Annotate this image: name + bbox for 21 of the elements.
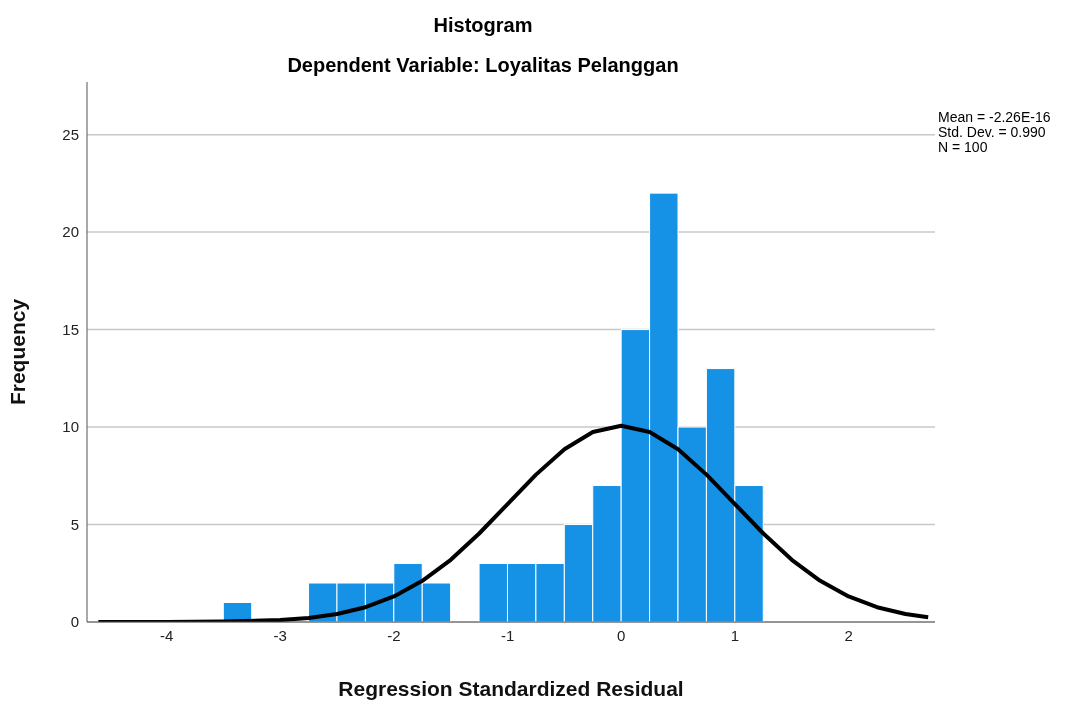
chart-subtitle: Dependent Variable: Loyalitas Pelanggan <box>286 54 680 77</box>
y-tick-label: 10 <box>62 418 79 436</box>
line-series <box>96 423 931 622</box>
x-tick-label: -3 <box>273 626 287 644</box>
chart-title: Histogram <box>432 14 534 37</box>
text: Mean = -2.26E-16 <box>938 109 1051 125</box>
text: N = 100 <box>938 139 989 155</box>
y-axis-title: Frequency <box>6 298 30 406</box>
y-tick-label: 5 <box>70 515 79 533</box>
y-tick-label: 15 <box>62 320 79 338</box>
x-tick-label: -2 <box>387 626 401 644</box>
y-tick-label: 0 <box>70 613 79 631</box>
x-tick-label: 0 <box>617 626 626 644</box>
x-tick-label: -1 <box>500 626 515 644</box>
x-tick-label: -4 <box>159 626 174 644</box>
y-tick-label: 20 <box>62 223 79 241</box>
y-tick-label: 25 <box>62 125 79 143</box>
x-axis-title: Regression Standardized Residual <box>338 677 684 700</box>
text: Std. Dev. = 0.990 <box>938 124 1047 140</box>
x-tick-label: 2 <box>844 626 853 644</box>
x-tick-label: 1 <box>730 626 740 644</box>
